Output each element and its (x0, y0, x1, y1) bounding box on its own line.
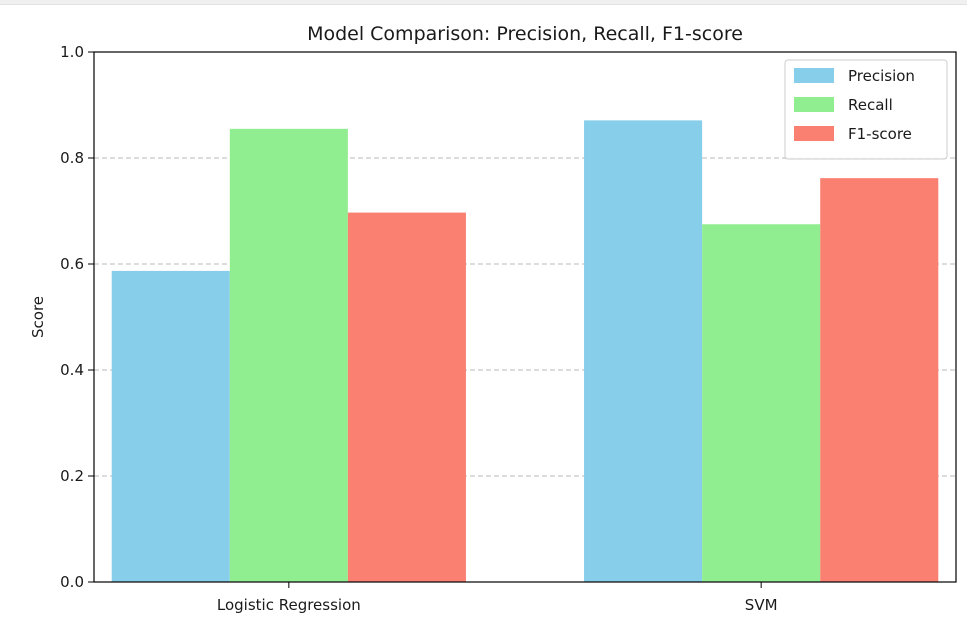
x-axis-ticks: Logistic Regression SVM (217, 582, 778, 614)
x-tick-label: SVM (745, 596, 778, 614)
legend-swatch (794, 68, 834, 83)
bar-recall-svm (702, 224, 821, 582)
x-tick-label: Logistic Regression (217, 596, 361, 614)
bar-precision-logistic-regression (111, 270, 230, 582)
legend-swatch (794, 97, 834, 112)
legend-swatch (794, 126, 834, 141)
legend: Precision Recall F1-score (784, 59, 948, 160)
y-tick-label: 0.6 (60, 255, 84, 273)
y-tick-label: 0.4 (60, 361, 84, 379)
bar-f1-score-svm (820, 178, 939, 582)
legend-items: Precision Recall F1-score (794, 67, 915, 143)
y-axis-ticks: 0.0 0.2 0.4 0.6 0.8 1.0 (60, 43, 94, 591)
legend-label: Precision (848, 67, 915, 85)
y-tick-label: 0.0 (60, 573, 84, 591)
y-tick-label: 0.2 (60, 467, 84, 485)
y-tick-label: 1.0 (60, 43, 84, 61)
chart-title: Model Comparison: Precision, Recall, F1-… (307, 23, 743, 45)
legend-label: F1-score (848, 125, 912, 143)
bar-f1-score-logistic-regression (347, 212, 466, 582)
bar-recall-logistic-regression (229, 128, 348, 582)
bars (111, 120, 939, 583)
bar-precision-svm (584, 120, 703, 583)
plot-frame (93, 51, 957, 583)
window-top-strip (0, 0, 967, 5)
legend-label: Recall (848, 96, 893, 114)
y-tick-label: 0.8 (60, 149, 84, 167)
y-axis-label: Score (29, 296, 47, 338)
